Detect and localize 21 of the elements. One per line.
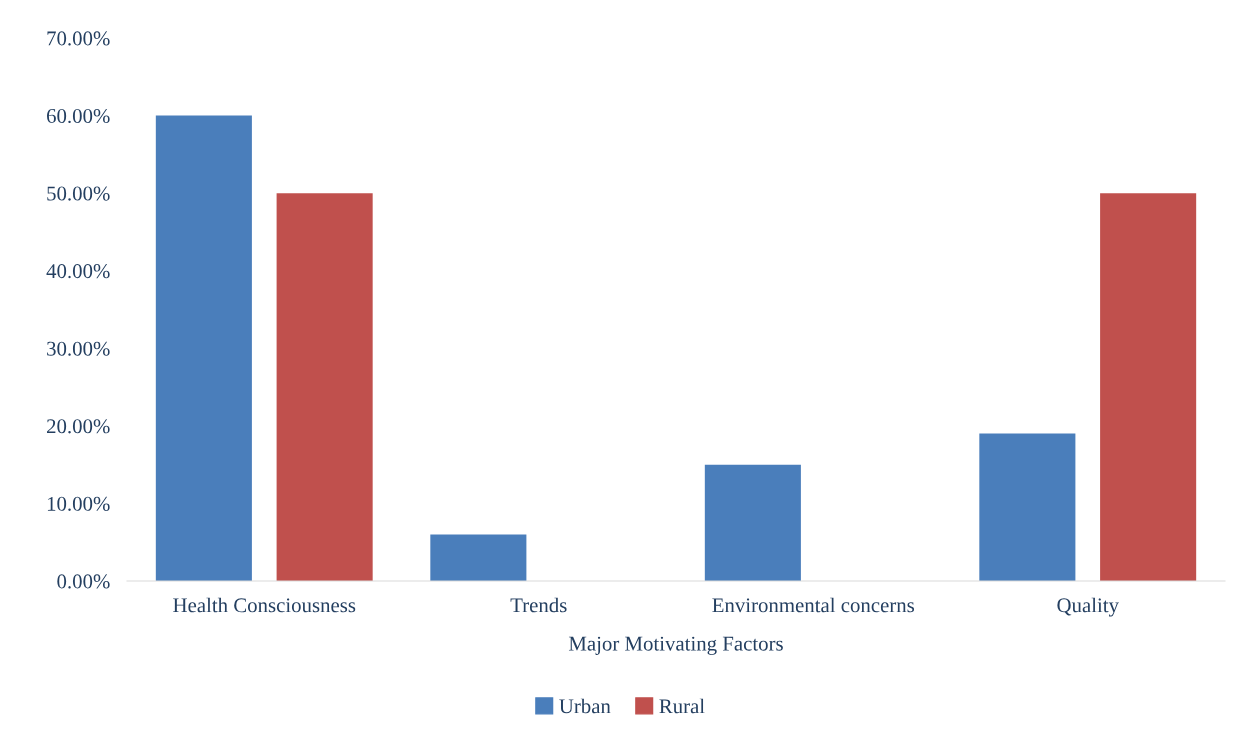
legend-label: Urban [559, 698, 611, 714]
bar [430, 534, 527, 581]
x-tick-label: Environmental concerns [712, 597, 915, 613]
y-tick-label: 30.00% [47, 341, 110, 356]
y-tick-label: 20.00% [47, 419, 110, 434]
y-tick-label: 40.00% [46, 264, 110, 279]
bar [1100, 193, 1197, 581]
y-tick-label: 10.00% [47, 496, 110, 511]
bar [979, 433, 1076, 581]
bar [155, 115, 252, 581]
legend-label: Rural [659, 698, 705, 714]
bar [276, 193, 373, 581]
y-tick-label: 60.00% [47, 108, 110, 124]
x-tick-label: Health Consciousness [173, 597, 356, 613]
x-axis-title: Major Motivating Factors [568, 636, 783, 655]
x-tick-label: Quality [1057, 597, 1119, 617]
y-tick-label: 50.00% [47, 186, 110, 201]
y-tick-label: 0.00% [57, 574, 110, 589]
bar [704, 464, 801, 581]
y-tick-label: 70.00% [47, 31, 110, 46]
x-tick-label: Trends [510, 597, 567, 613]
